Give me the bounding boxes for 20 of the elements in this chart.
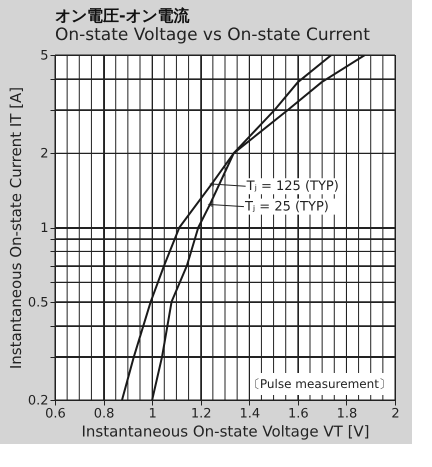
y-axis-title: Instantaneous On-state Current IT [A] bbox=[6, 86, 25, 370]
x-tick-label: 1.2 bbox=[190, 406, 212, 422]
y-tick-label: 5 bbox=[40, 48, 48, 64]
x-tick-label: 1 bbox=[148, 406, 157, 422]
y-tick-label: 0.2 bbox=[28, 394, 48, 408]
x-tick-label: 0.8 bbox=[94, 406, 114, 422]
x-tick-label: 1.6 bbox=[288, 406, 309, 422]
x-tick-label: 2 bbox=[391, 406, 400, 422]
chart-title: オン電圧-オン電流 bbox=[55, 6, 191, 25]
x-tick-label: 1.8 bbox=[336, 406, 358, 422]
y-tick-label: 1 bbox=[40, 221, 48, 236]
annotation: Tⱼ = 25 (TYP) bbox=[244, 200, 329, 215]
y-tick-label: 2 bbox=[40, 146, 48, 162]
annotation: Tⱼ = 125 (TYP) bbox=[246, 179, 339, 194]
annotation: 〔Pulse measurement〕 bbox=[248, 377, 391, 391]
y-tick-label: 0.5 bbox=[28, 295, 48, 310]
x-tick-label: 0.6 bbox=[45, 406, 66, 422]
x-axis-title: Instantaneous On-state Voltage VT [V] bbox=[81, 422, 370, 440]
chart-subtitle: On-state Voltage vs On-state Current bbox=[55, 25, 370, 45]
x-tick-label: 1.4 bbox=[239, 406, 260, 422]
